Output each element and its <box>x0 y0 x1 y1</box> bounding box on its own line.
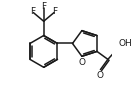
Text: F: F <box>30 7 35 16</box>
Text: O: O <box>97 71 104 80</box>
Text: F: F <box>41 2 46 10</box>
Text: F: F <box>52 7 57 16</box>
Text: O: O <box>78 58 85 67</box>
Text: OH: OH <box>118 39 132 48</box>
